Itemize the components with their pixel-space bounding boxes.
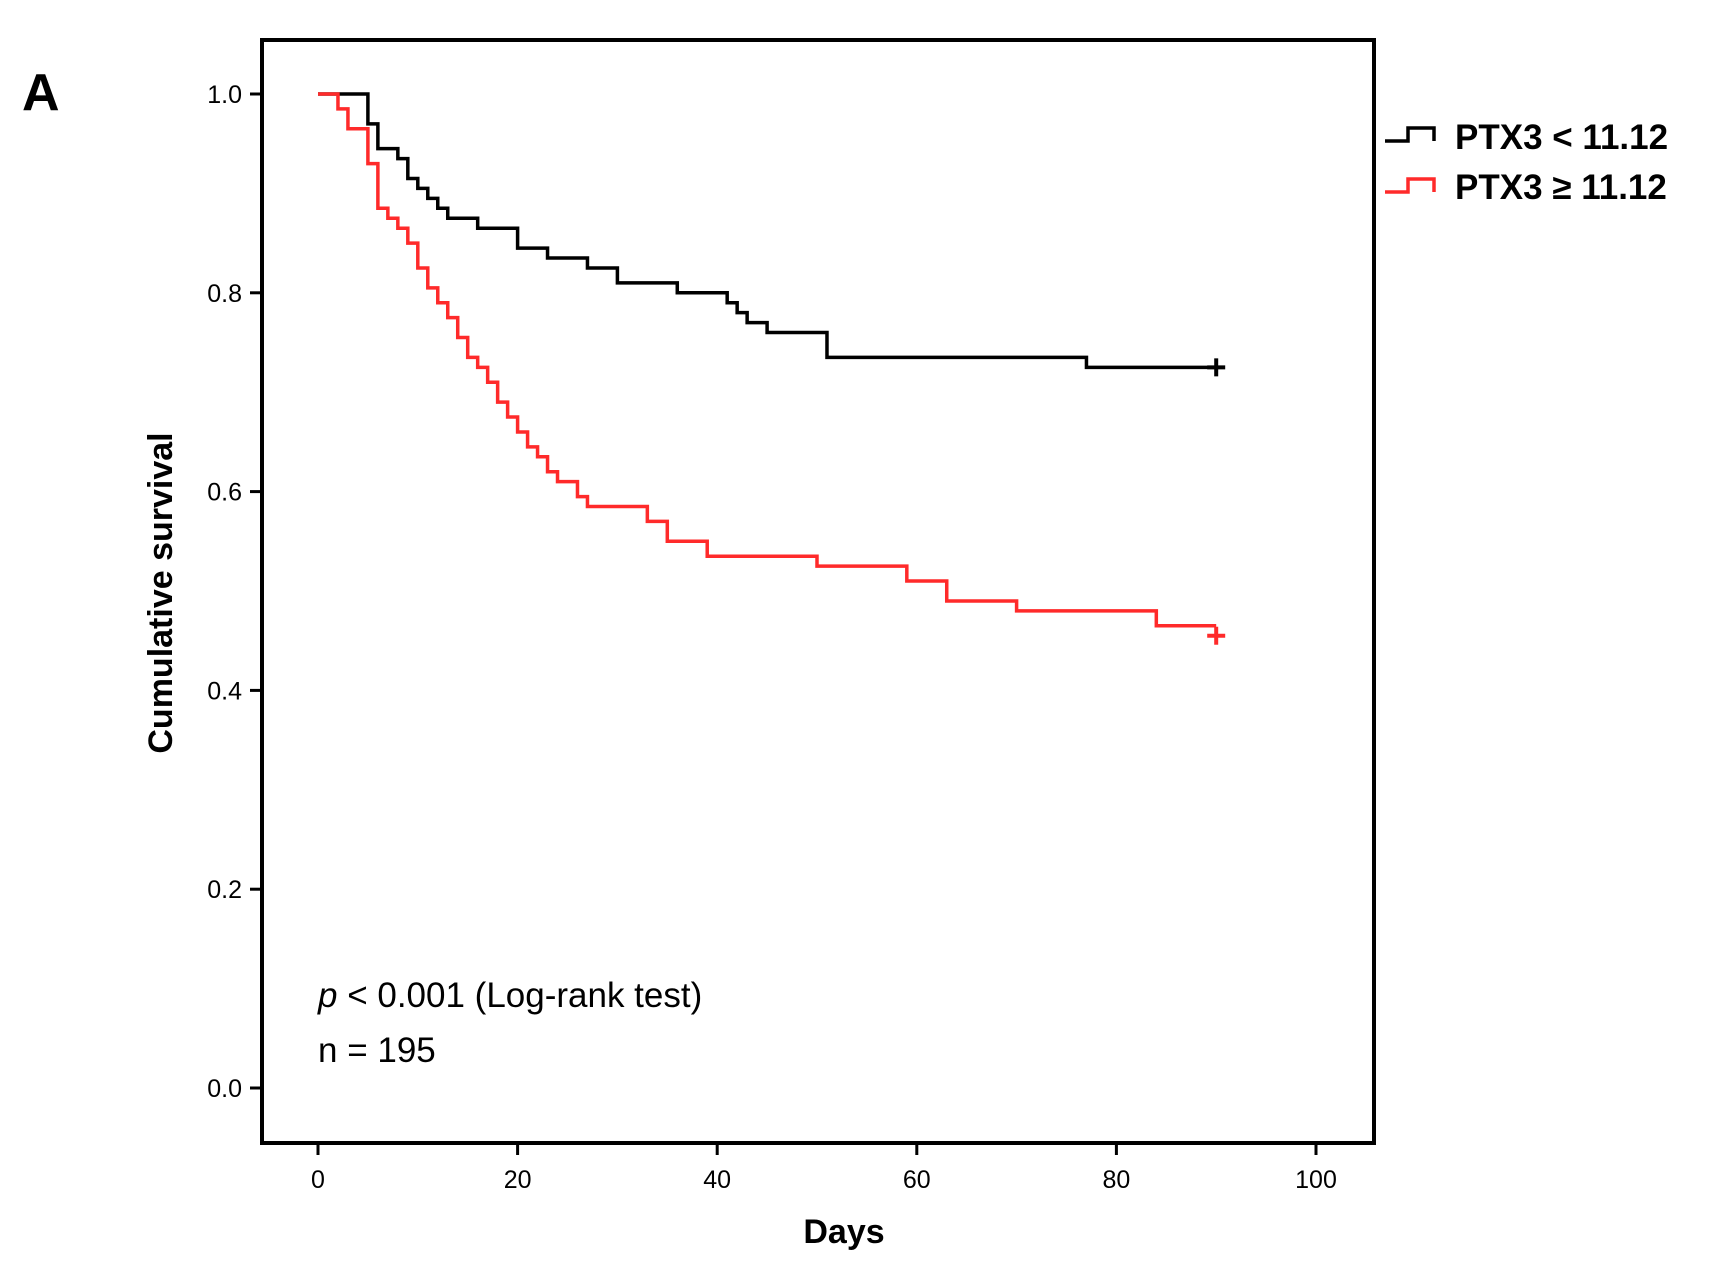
y-tick-label: 0.4 xyxy=(207,677,242,705)
x-tick-label: 100 xyxy=(1295,1166,1337,1194)
plot-frame xyxy=(260,38,1376,1145)
x-axis-title: Days xyxy=(803,1213,884,1251)
y-tick-label: 1.0 xyxy=(207,81,242,109)
sample-size-annotation: n = 195 xyxy=(318,1031,436,1070)
p-symbol: p xyxy=(317,976,337,1015)
x-tick-label: 40 xyxy=(703,1166,731,1194)
series-line-0 xyxy=(318,92,1217,370)
y-axis-ticks: 0.0 0.2 0.4 0.6 0.8 1.0 xyxy=(207,81,262,1103)
y-tick-label: 0.8 xyxy=(207,280,242,308)
p-value-annotation: p < 0.001 (Log-rank test) xyxy=(317,976,702,1015)
panel-label: A xyxy=(22,64,60,122)
x-tick-label: 60 xyxy=(903,1166,931,1194)
x-axis-ticks: 0 20 40 60 80 100 xyxy=(311,1143,1337,1194)
legend: PTX3 < 11.12 PTX3 ≥ 11.12 xyxy=(1385,118,1668,207)
y-tick-label: 0.2 xyxy=(207,876,242,904)
legend-label-ptx3-high: PTX3 ≥ 11.12 xyxy=(1455,168,1667,207)
series-layer xyxy=(318,92,1226,645)
legend-label-ptx3-low: PTX3 < 11.12 xyxy=(1455,118,1668,157)
x-tick-label: 0 xyxy=(311,1166,325,1194)
x-tick-label: 20 xyxy=(504,1166,532,1194)
x-tick-label: 80 xyxy=(1102,1166,1130,1194)
p-value-text: < 0.001 (Log-rank test) xyxy=(337,976,702,1015)
y-tick-label: 0.6 xyxy=(207,479,242,507)
y-axis-title: Cumulative survival xyxy=(142,432,180,753)
legend-swatch-ptx3-low xyxy=(1385,126,1436,143)
y-tick-label: 0.0 xyxy=(207,1075,242,1103)
censor-mark-1 xyxy=(1207,626,1226,645)
legend-swatch-ptx3-high xyxy=(1385,177,1436,194)
censor-mark-0 xyxy=(1207,358,1226,377)
series-line-1 xyxy=(318,92,1217,628)
